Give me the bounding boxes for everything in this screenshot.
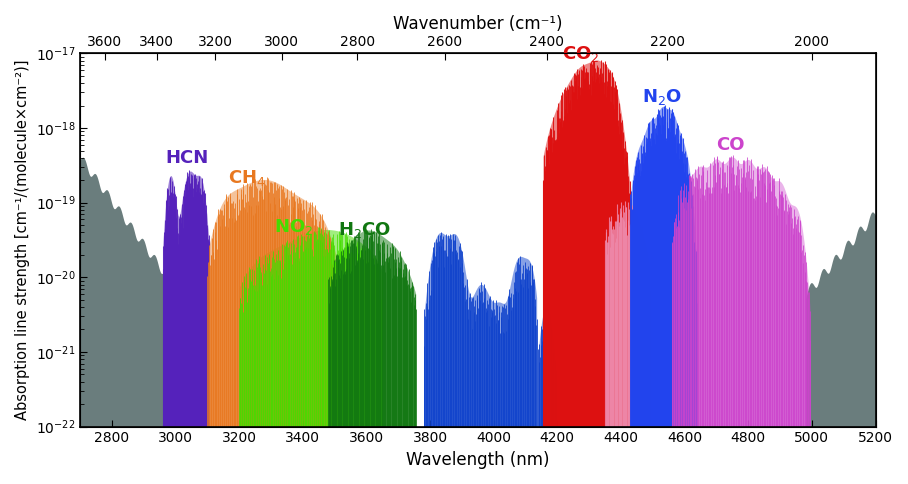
- Text: H$_2$CO: H$_2$CO: [338, 220, 391, 240]
- Text: NO$_2$: NO$_2$: [274, 217, 313, 237]
- Text: CO$_2$: CO$_2$: [562, 44, 599, 64]
- X-axis label: Wavenumber (cm⁻¹): Wavenumber (cm⁻¹): [393, 15, 563, 33]
- Text: N$_2$O: N$_2$O: [642, 87, 682, 107]
- X-axis label: Wavelength (nm): Wavelength (nm): [406, 451, 549, 469]
- Text: CO: CO: [716, 136, 745, 154]
- Text: HCN: HCN: [165, 149, 209, 167]
- Text: CH$_4$: CH$_4$: [228, 168, 266, 188]
- Y-axis label: Absorption line strength [cm⁻¹/(molecule×cm⁻²)]: Absorption line strength [cm⁻¹/(molecule…: [15, 60, 30, 420]
